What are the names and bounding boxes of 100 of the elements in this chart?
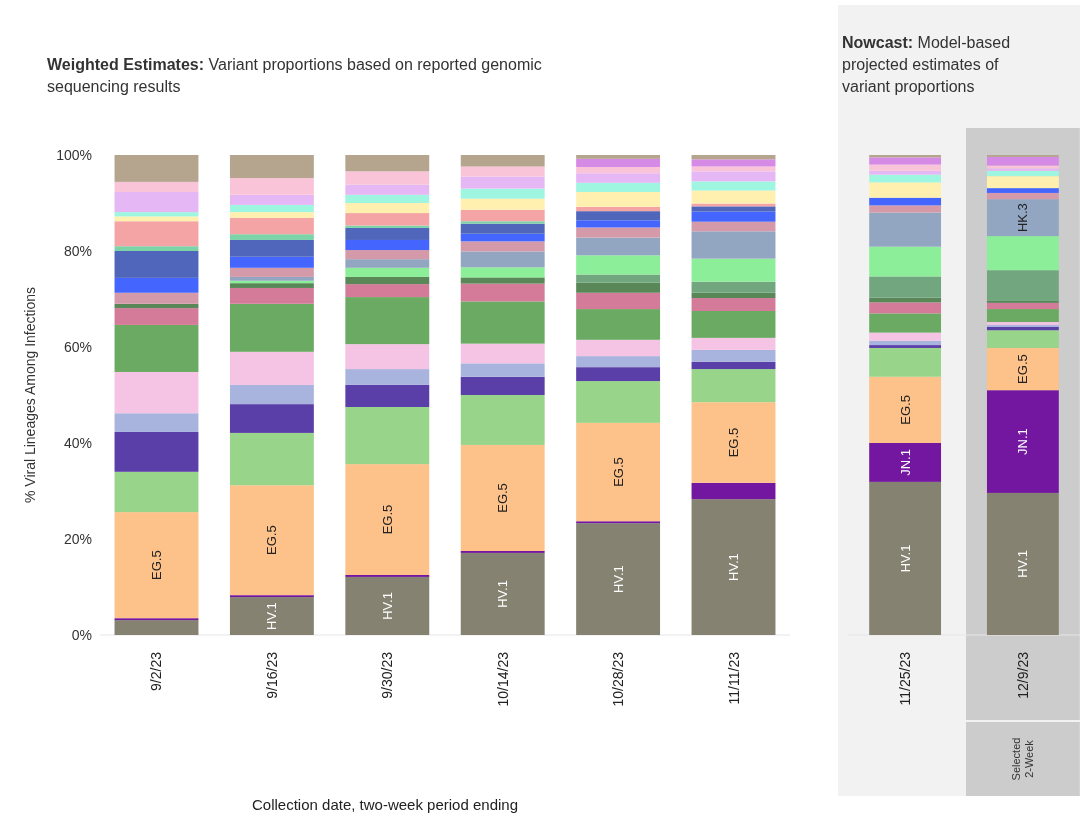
bar bbox=[986, 170, 1059, 177]
bar bbox=[576, 381, 661, 423]
bar bbox=[460, 155, 545, 167]
bar bbox=[869, 182, 942, 198]
bar bbox=[114, 212, 199, 217]
bar bbox=[229, 212, 314, 218]
bar bbox=[869, 376, 942, 443]
bar bbox=[229, 384, 314, 405]
text: EG.5 bbox=[379, 504, 395, 535]
bar bbox=[691, 171, 776, 182]
bar bbox=[460, 233, 545, 242]
x-axis-title: Collection date, two-week period ending bbox=[252, 796, 518, 813]
bar bbox=[229, 303, 314, 352]
bar bbox=[986, 326, 1059, 331]
bar bbox=[986, 330, 1059, 348]
bar bbox=[229, 287, 314, 304]
bar bbox=[345, 250, 430, 260]
y-tick-label: 0% bbox=[71, 627, 92, 643]
bar bbox=[229, 432, 314, 486]
text: JN.1 bbox=[1015, 428, 1031, 455]
text: HV.1 bbox=[495, 580, 511, 608]
bar bbox=[229, 239, 314, 257]
bar bbox=[576, 220, 661, 228]
bar bbox=[229, 485, 314, 596]
bar bbox=[345, 155, 430, 172]
bar bbox=[576, 356, 661, 368]
bar bbox=[576, 282, 661, 293]
bar bbox=[345, 576, 430, 635]
bar bbox=[345, 464, 430, 575]
bar bbox=[460, 223, 545, 234]
bar bbox=[576, 211, 661, 221]
y-tick-label: 60% bbox=[63, 339, 92, 355]
bar bbox=[869, 174, 942, 183]
bar bbox=[691, 181, 776, 191]
bar bbox=[691, 190, 776, 204]
bar bbox=[114, 191, 199, 213]
bar bbox=[986, 188, 1059, 193]
series-label: HV.1 bbox=[1015, 550, 1031, 578]
bar bbox=[229, 155, 314, 179]
bar bbox=[229, 276, 314, 281]
bar bbox=[869, 170, 942, 175]
chart-title: Weighted Estimates: bbox=[47, 56, 209, 73]
bar bbox=[691, 281, 776, 293]
bar bbox=[460, 188, 545, 199]
series-label: HV.1 bbox=[264, 602, 280, 630]
bar bbox=[576, 206, 661, 212]
bar bbox=[345, 276, 430, 285]
bar bbox=[114, 221, 199, 247]
series-label: EG.5 bbox=[726, 427, 742, 458]
y-tick-label: 40% bbox=[63, 435, 92, 451]
bar bbox=[691, 402, 776, 483]
bar bbox=[986, 347, 1059, 391]
bar bbox=[576, 173, 661, 183]
bar bbox=[869, 347, 942, 377]
bar bbox=[229, 217, 314, 235]
bar bbox=[345, 203, 430, 214]
bar bbox=[576, 158, 661, 167]
x-tick-label: 9/30/23 bbox=[379, 651, 396, 699]
bar bbox=[691, 369, 776, 403]
bar bbox=[576, 523, 661, 635]
bar bbox=[869, 332, 942, 341]
bar bbox=[229, 194, 314, 205]
bar bbox=[691, 221, 776, 232]
bar bbox=[691, 211, 776, 222]
bar bbox=[229, 597, 314, 635]
bar bbox=[691, 231, 776, 259]
bar bbox=[691, 258, 776, 282]
bar bbox=[229, 178, 314, 195]
bar bbox=[114, 371, 199, 414]
bar bbox=[229, 283, 314, 288]
bar bbox=[576, 422, 661, 522]
bar bbox=[114, 471, 199, 513]
bar bbox=[114, 303, 199, 309]
bar bbox=[345, 194, 430, 203]
bar bbox=[345, 284, 430, 298]
bar bbox=[229, 404, 314, 433]
text: EG.5 bbox=[610, 457, 626, 487]
bar bbox=[986, 192, 1059, 200]
bar bbox=[460, 198, 545, 210]
bar bbox=[691, 311, 776, 338]
bar bbox=[986, 270, 1059, 301]
x-tick-label: 11/25/23 bbox=[897, 651, 914, 706]
bar bbox=[114, 620, 199, 635]
bar bbox=[691, 298, 776, 311]
bar bbox=[869, 340, 942, 346]
text: HV.1 bbox=[897, 544, 913, 573]
bar bbox=[345, 239, 430, 251]
bar bbox=[114, 155, 199, 182]
series-label: EG.5 bbox=[1015, 354, 1031, 384]
bar bbox=[986, 156, 1059, 166]
bar bbox=[691, 337, 776, 350]
bar bbox=[576, 182, 661, 192]
bar bbox=[460, 241, 545, 252]
bar bbox=[691, 292, 776, 299]
y-tick-label: 80% bbox=[63, 243, 92, 259]
bar bbox=[229, 256, 314, 268]
bar bbox=[460, 301, 545, 344]
x-tick-label: 9/2/23 bbox=[148, 651, 165, 691]
text: EG.5 bbox=[148, 550, 164, 580]
bar bbox=[691, 206, 776, 212]
